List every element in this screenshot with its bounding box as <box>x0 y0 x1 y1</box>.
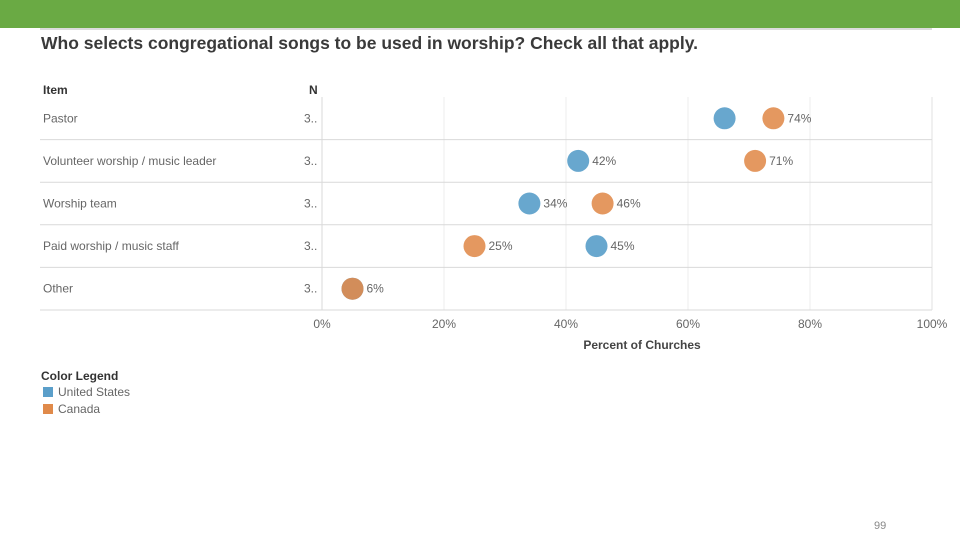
data-label: 42% <box>592 154 616 168</box>
dot-canada <box>591 192 614 215</box>
page-number: 99 <box>874 520 887 532</box>
row-label: Other <box>43 282 73 296</box>
legend-swatch-canada <box>43 404 53 414</box>
legend-label-us: United States <box>58 385 131 399</box>
row-n-value: 3.. <box>304 111 317 125</box>
dot-us <box>518 192 541 215</box>
n-column-header: N <box>309 83 318 97</box>
x-tick-label: 60% <box>676 317 700 331</box>
data-label: 25% <box>489 239 513 253</box>
dot-canada <box>744 149 767 172</box>
header-bar <box>0 0 960 28</box>
row-label: Volunteer worship / music leader <box>43 154 216 168</box>
row-label: Worship team <box>43 197 117 211</box>
legend-label-canada: Canada <box>58 402 101 416</box>
legend-item-canada: Canada <box>43 402 100 416</box>
row-label: Paid worship / music staff <box>43 239 179 253</box>
x-tick-label: 0% <box>313 317 331 331</box>
title-divider <box>40 28 932 30</box>
row-n-value: 3.. <box>304 239 317 253</box>
x-axis-title: Percent of Churches <box>583 338 701 352</box>
x-tick-label: 80% <box>798 317 822 331</box>
row-label: Pastor <box>43 111 78 125</box>
legend-title: Color Legend <box>41 369 119 383</box>
dot-canada <box>762 107 785 130</box>
x-tick-label: 100% <box>917 317 948 331</box>
data-label: 6% <box>367 282 385 296</box>
dot-us <box>567 149 590 172</box>
dot-canada <box>341 277 364 300</box>
data-label: 34% <box>543 197 567 211</box>
dot-canada <box>463 235 486 258</box>
x-tick-label: 40% <box>554 317 578 331</box>
data-label: 71% <box>769 154 793 168</box>
row-n-value: 3.. <box>304 154 317 168</box>
data-label: 45% <box>611 239 635 253</box>
x-tick-label: 20% <box>432 317 456 331</box>
dot-us <box>585 235 608 258</box>
slide-title: Who selects congregational songs to be u… <box>41 33 699 53</box>
item-column-header: Item <box>43 83 68 97</box>
row-n-value: 3.. <box>304 197 317 211</box>
row-n-value: 3.. <box>304 282 317 296</box>
dot-us <box>713 107 736 130</box>
data-label: 46% <box>617 197 641 211</box>
data-label: 74% <box>787 111 811 125</box>
legend-item-us: United States <box>43 385 130 399</box>
legend-swatch-us <box>43 387 53 397</box>
